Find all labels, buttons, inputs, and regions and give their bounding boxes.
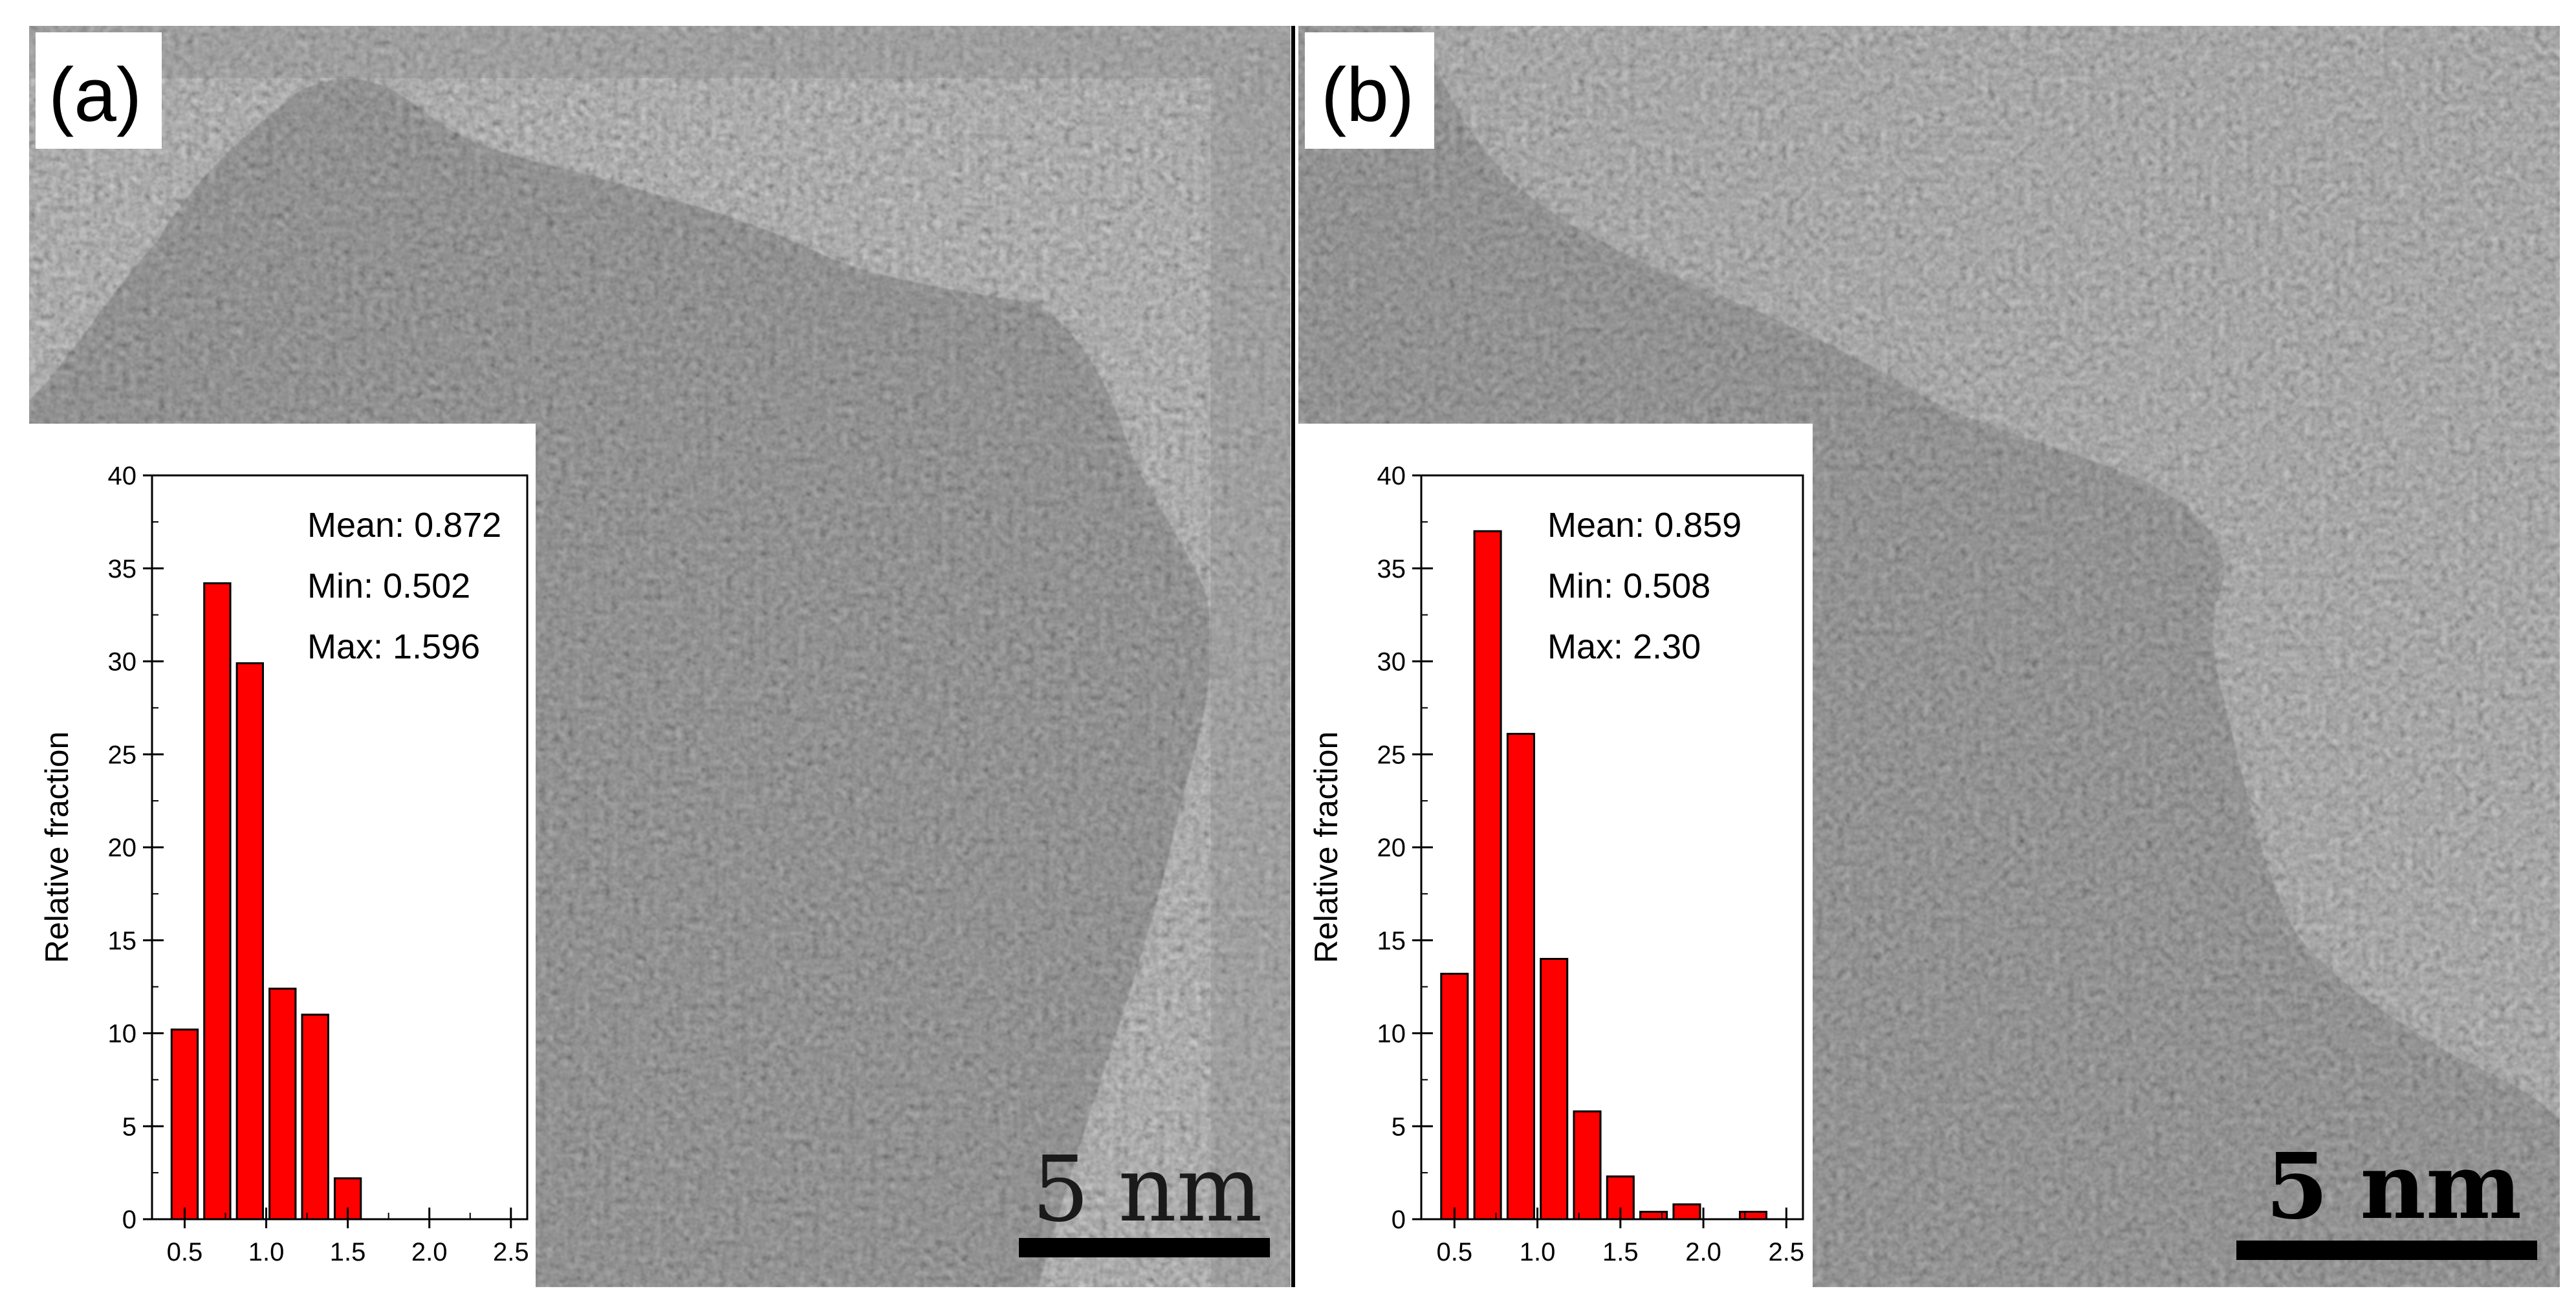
y-tick-label: 5 <box>122 1112 136 1141</box>
panel-divider <box>1291 26 1295 1287</box>
x-tick-label: 1.0 <box>1520 1238 1556 1266</box>
panel-a: (a) 0 5 10 15 20 25 30 35 40 0.5 1.0 1.5 2.0 2.5 Size,… <box>29 26 1291 1287</box>
y-axis-label: Relative fraction <box>39 732 75 964</box>
scale-bar-a: 5 nm <box>1019 1125 1271 1274</box>
panel-label-a: (a) <box>36 32 162 149</box>
histogram-bar <box>1440 973 1469 1221</box>
y-tick-label: 35 <box>1377 555 1406 583</box>
x-tick-label: 1.5 <box>1602 1238 1639 1266</box>
y-axis-label: Relative fraction <box>1308 732 1344 964</box>
histogram-bar <box>203 582 232 1221</box>
y-tick-label: 35 <box>108 555 137 583</box>
x-axis-label: Size, nm <box>1549 1282 1675 1287</box>
histogram-a: 0 5 10 15 20 25 30 35 40 0.5 1.0 1.5 2.0 2.5 Size, nm R… <box>39 462 529 1287</box>
y-tick-label: 15 <box>108 927 137 955</box>
y-tick-label: 30 <box>1377 648 1406 677</box>
histogram-inset-a: 0 5 10 15 20 25 30 35 40 0.5 1.0 1.5 2.0 2.5 Size, nm R… <box>29 424 536 1287</box>
scale-bar-line-b <box>2236 1241 2537 1260</box>
x-axis-label: Size, nm <box>277 1282 403 1287</box>
y-tick-label: 25 <box>1377 741 1406 769</box>
scale-bar-label-b: 5 nm <box>2265 1134 2522 1240</box>
y-tick-label: 25 <box>108 741 137 769</box>
panel-label-b: (b) <box>1305 32 1434 149</box>
y-tick-label: 10 <box>1377 1020 1406 1048</box>
stat-mean: Mean: 0.859 <box>1547 506 1741 545</box>
x-tick-label: 2.5 <box>1769 1238 1805 1266</box>
histogram-bar <box>1672 1203 1701 1221</box>
y-tick-label: 0 <box>1392 1206 1406 1234</box>
stat-min: Min: 0.508 <box>1547 567 1710 605</box>
x-tick-label: 2.0 <box>411 1238 448 1266</box>
histogram-bar <box>268 988 297 1221</box>
y-tick-label: 40 <box>1377 462 1406 490</box>
histogram-bar <box>1540 958 1569 1221</box>
histogram-bar <box>1739 1211 1768 1221</box>
histogram-bar <box>1506 733 1535 1221</box>
histogram-bar <box>235 662 264 1221</box>
histogram-bar <box>1573 1110 1602 1221</box>
x-tick-label: 1.5 <box>330 1238 366 1266</box>
y-tick-label: 10 <box>108 1020 137 1048</box>
histogram-bar <box>1639 1211 1668 1221</box>
x-tick-label: 0.5 <box>167 1238 203 1266</box>
y-tick-label: 15 <box>1377 927 1406 955</box>
scale-bar-line-a <box>1019 1238 1270 1257</box>
y-tick-label: 20 <box>1377 834 1406 862</box>
histogram-bar <box>301 1014 329 1221</box>
x-tick-label: 2.0 <box>1685 1238 1721 1266</box>
x-tick-label: 1.0 <box>248 1238 285 1266</box>
histogram-bar <box>170 1028 199 1221</box>
y-tick-label: 5 <box>1392 1112 1406 1141</box>
scale-bar-label-a: 5 nm <box>1032 1137 1263 1242</box>
stat-max: Max: 2.30 <box>1547 627 1701 666</box>
x-tick-label: 0.5 <box>1436 1238 1472 1266</box>
histogram-inset-b: 0 5 10 15 20 25 30 35 40 0.5 1.0 1.5 2.0 2.5 Size, nm R… <box>1298 424 1813 1287</box>
y-tick-label: 20 <box>108 834 137 862</box>
y-tick-label: 40 <box>108 462 137 490</box>
y-tick-label: 30 <box>108 648 137 677</box>
scale-bar-b: 5 nm <box>2236 1125 2540 1274</box>
histogram-b: 0 5 10 15 20 25 30 35 40 0.5 1.0 1.5 2.0 2.5 Size, nm R… <box>1308 462 1805 1287</box>
x-tick-label: 2.5 <box>493 1238 529 1266</box>
stat-mean: Mean: 0.872 <box>307 506 501 545</box>
stat-max: Max: 1.596 <box>307 627 480 666</box>
histogram-bar <box>1473 530 1502 1221</box>
panel-b: (b) 0 5 10 15 20 25 30 35 40 0.5 1.0 1.5 2.0 2.5 Size,… <box>1298 26 2560 1287</box>
stat-min: Min: 0.502 <box>307 567 470 605</box>
y-tick-label: 0 <box>122 1206 136 1234</box>
